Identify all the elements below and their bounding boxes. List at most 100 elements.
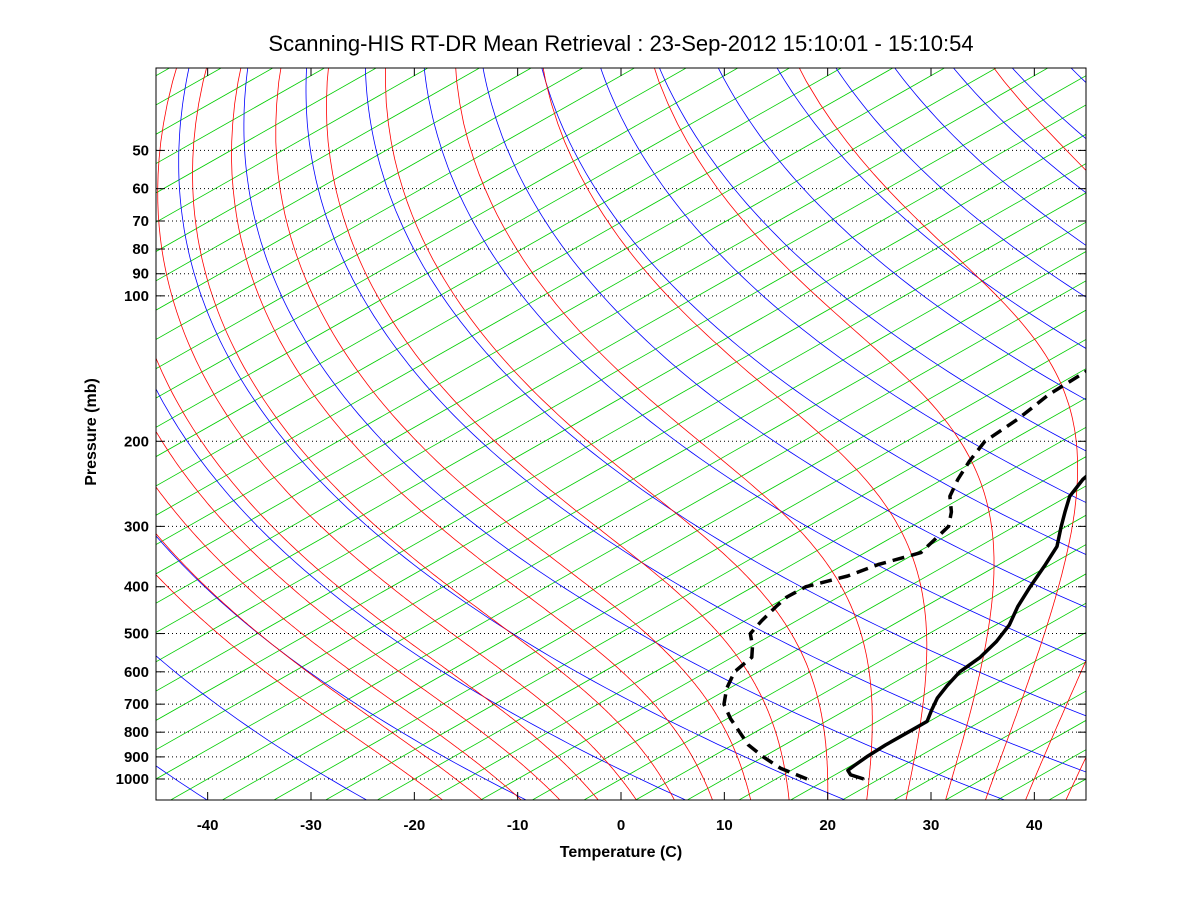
isotherm-line [221,309,1086,800]
dry-adiabat-line [776,68,1086,349]
isotherm-line [169,280,1086,800]
dry-adiabat-line [952,68,1086,194]
isotherm-line [156,68,377,194]
isotherm-line [428,426,1086,800]
background-line-layer [156,68,1086,800]
isotherm-line [156,68,429,223]
isotherm-line [156,68,946,516]
isotherm-line [156,68,687,370]
dry-adiabat-line [600,68,1086,503]
dry-adiabat-line [365,68,1086,717]
dry-adiabat-line [156,535,528,800]
isotherm-line [156,133,1086,663]
x-tick-label: 30 [923,817,940,834]
isotherm-line [634,544,1086,800]
moist-adiabat-line [156,574,444,800]
y-axis-label: Pressure (mb) [83,378,100,486]
temperature-profile-line [846,474,1086,781]
dry-adiabat-line [835,68,1086,298]
isotherm-line [156,104,1086,633]
dry-adiabat-line [305,68,1086,773]
y-tick-label: 400 [124,579,149,596]
isotherm-line [156,68,636,340]
moist-adiabat-line [156,533,483,800]
dry-adiabat-line [717,68,1086,401]
isotherm-line [156,68,481,252]
isotherm-line [738,602,1086,800]
y-tick-label: 700 [124,696,149,713]
isotherm-line [156,251,1086,780]
isotherm-line [156,163,1086,692]
y-tick-label: 50 [132,142,149,159]
y-tick-label: 900 [124,749,149,766]
dry-adiabat-line [894,68,1086,246]
dry-adiabat-line [423,68,1086,662]
isotherm-line [156,68,532,282]
isotherm-line [156,68,791,428]
x-tick-label: 10 [716,817,733,834]
isotherm-line [789,632,1086,800]
moist-adiabat-line [156,486,522,800]
isotherm-line [686,573,1086,800]
isotherm-line [156,68,1049,575]
x-tick-label: 20 [819,817,836,834]
chart-title: Scanning-HIS RT-DR Mean Retrieval : 23-S… [268,31,973,56]
isotherm-line [156,68,739,399]
y-tick-label: 60 [132,181,149,198]
x-tick-label: -20 [403,817,425,834]
moist-adiabat-line [455,68,873,800]
moist-adiabat-line [542,68,928,800]
plot-frame [155,67,1087,801]
x-tick-labels: -40 -30 -20 -10 0 10 20 30 40 [197,817,1043,834]
dewpoint-profile-line [722,369,1086,781]
moist-adiabat-line [275,68,752,800]
y-tick-label: 300 [124,518,149,535]
moist-adiabat-line [384,68,829,800]
y-tick-label: 1000 [116,771,149,788]
isotherm-line [156,192,1086,721]
moist-adiabat-line [993,68,1086,800]
x-tick-label: -30 [300,817,322,834]
y-tick-labels: 50 60 70 80 90 100 200 300 400 500 600 700 800 900 100… [116,142,149,788]
y-tick-label: 90 [132,266,149,283]
moist-adiabat-line [192,68,675,800]
grid-layer [156,68,1086,800]
y-tick-label: 200 [124,433,149,450]
y-tick-label: 500 [124,626,149,643]
isotherm-line [156,221,1086,751]
moist-adiabat-line [156,430,561,800]
isotherm-line [324,368,1086,800]
dry-adiabat-line [156,388,687,800]
isotherm-line [273,338,1086,800]
y-tick-label: 80 [132,241,149,258]
y-tick-label: 600 [124,664,149,681]
moist-adiabat-line [156,357,599,800]
moist-adiabat-line [231,68,713,800]
x-axis-label: Temperature (C) [560,844,682,861]
moist-adiabat-line [1065,756,1086,800]
x-tick-label: 0 [617,817,625,834]
dry-adiabat-line [156,655,368,800]
x-tick-label: 40 [1026,817,1043,834]
profile-layer [722,369,1086,781]
isotherm-line [583,514,1086,800]
dry-adiabat-line [482,68,1086,608]
moist-adiabat-line [798,68,1078,800]
isotherm-line [376,397,1086,800]
isotherm-line [156,68,894,487]
isotherm-line [479,456,1086,800]
moist-adiabat-line [157,68,637,800]
dry-adiabat-line [178,68,847,800]
y-tick-label: 800 [124,724,149,741]
isotherm-line [156,68,997,546]
isotherm-line [156,75,1086,604]
isotherm-line [841,661,1086,800]
y-tick-label: 70 [132,213,149,230]
dry-adiabat-line [659,68,1086,452]
isotherm-line [531,485,1086,800]
y-tick-label: 100 [124,288,149,305]
x-tick-label: -40 [197,817,219,834]
isotherm-line [156,68,584,311]
dry-adiabat-line [541,68,1086,556]
